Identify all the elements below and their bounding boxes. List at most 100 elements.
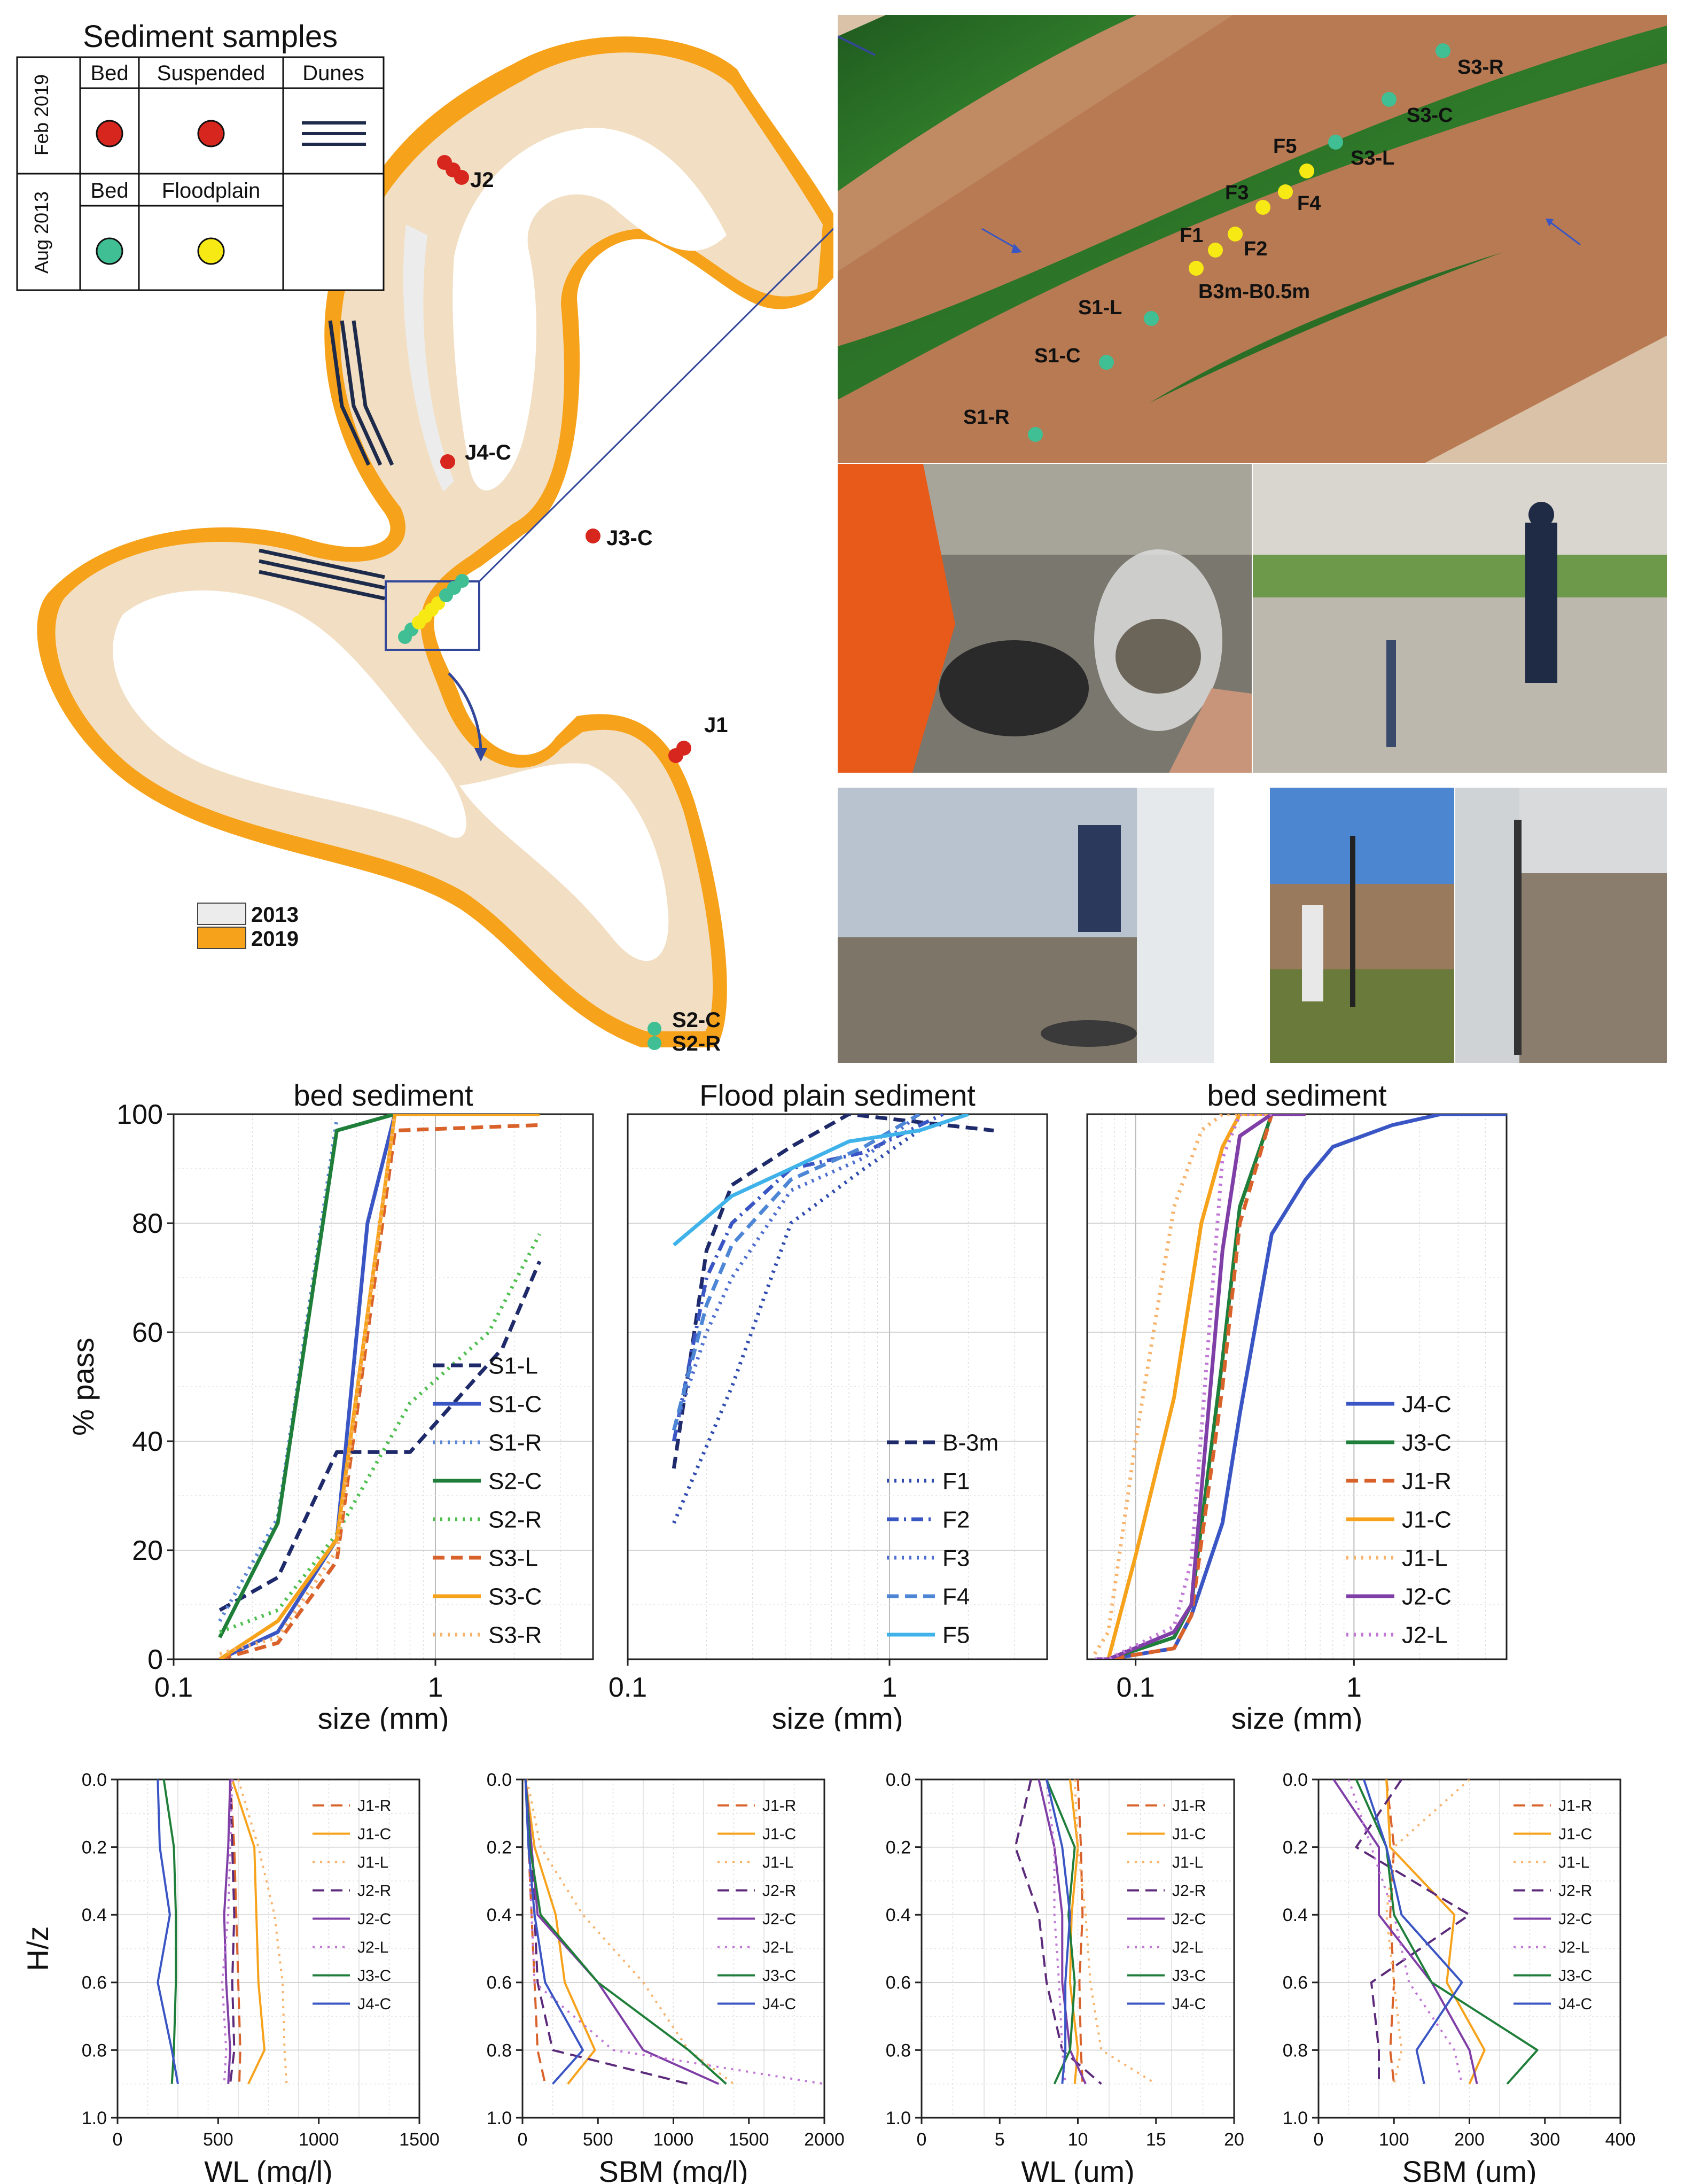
series-line-j1-r — [229, 1779, 241, 2084]
chart-panel: 0 100 200 300 400 0.0 0.2 0.4 0.6 0.8 1.0 SBM (um) J… — [1283, 1770, 1636, 2184]
chart-panel: 0.1 1 bed sediment size (mm) J4-C J3-C J1-R J1-… — [1086, 1078, 1508, 1731]
photo-boat-hull — [1137, 788, 1214, 1063]
sat-label: B3m-B0.5m — [1198, 281, 1310, 303]
sample-dot-j3c — [586, 528, 600, 543]
legend-label: J1-R — [762, 1797, 796, 1815]
dune-line — [340, 320, 383, 466]
series-line-j1-r — [1076, 1779, 1084, 2084]
y-tick-label: 0.6 — [487, 1973, 512, 1993]
legend-label: J2-C — [357, 1910, 391, 1928]
chart-panel: 0 500 1000 1500 2000 0.0 0.2 0.4 0.6 0.8 1.0 SBM (m… — [487, 1770, 845, 2184]
series-line-j3-c — [1355, 1779, 1539, 2085]
chart-panel: 0.1 1 Flood plain sediment size (mm) B-3m F1 F… — [609, 1078, 1048, 1731]
x-tick-label: 0 — [1314, 2129, 1324, 2150]
x-axis-label: size (mm) — [772, 1701, 903, 1731]
series-line-j1-r — [1385, 1779, 1395, 2084]
y-tick-label: 40 — [132, 1426, 163, 1457]
photo-hand — [1169, 688, 1252, 773]
legend-label: F3 — [942, 1545, 970, 1571]
legend-label: J2-L — [762, 1939, 793, 1956]
river-channel — [37, 36, 833, 1047]
legend-label: J1-R — [1402, 1468, 1452, 1494]
legend-label: J2-C — [1558, 1910, 1592, 1928]
legend-label: S1-R — [488, 1429, 542, 1456]
x-tick-label: 1500 — [729, 2129, 769, 2150]
legend-col-bed-2013: Bed — [90, 179, 128, 203]
legend-label: J2-L — [1172, 1939, 1203, 1956]
chart-panel: 0 500 1000 1500 0.0 0.2 0.4 0.6 0.8 1.0 WL (mg/l) H… — [21, 1770, 440, 2184]
island-west — [113, 590, 466, 838]
series-line-f5 — [673, 1114, 969, 1247]
series-line-s2-c — [218, 1114, 396, 1638]
legend-col-dunes: Dunes — [302, 61, 364, 85]
x-axis-label: WL (mg/l) — [204, 2155, 333, 2184]
y-tick-label: 0.2 — [487, 1838, 512, 1858]
legend-label: J1-C — [762, 1825, 796, 1843]
chart-title: Flood plain sediment — [699, 1078, 976, 1112]
photo-grass — [1253, 555, 1667, 597]
legend-label: J2-R — [762, 1882, 796, 1900]
sat-dot-f5 — [1299, 164, 1314, 178]
legend-label: F2 — [942, 1506, 970, 1533]
series-line-j1-c — [1385, 1779, 1486, 2085]
y-tick-label: 0.2 — [886, 1838, 911, 1858]
x-tick-label: 0.1 — [609, 1672, 647, 1703]
x-tick-label: 300 — [1530, 2129, 1560, 2150]
chart-panel: 0 5 10 15 20 0.0 0.2 0.4 0.6 0.8 1.0 WL (um) J1-R J1-… — [886, 1770, 1244, 2184]
x-tick-label: 1 — [428, 1672, 443, 1703]
x-tick-label: 1000 — [299, 2129, 339, 2150]
legend-period-aug: Aug 2013 — [30, 191, 52, 274]
sat-edge-mark — [838, 35, 876, 56]
legend-label: S3-C — [488, 1583, 542, 1610]
legend-label: J2-R — [1558, 1882, 1592, 1900]
legend-label: J4-C — [1172, 1995, 1206, 2013]
x-tick-label: 100 — [1379, 2129, 1409, 2150]
legend-label: J3-C — [1402, 1429, 1452, 1456]
y-tick-label: 100 — [116, 1099, 163, 1130]
legend-label: J2-C — [762, 1910, 796, 1928]
series-line-s3-r — [219, 1114, 397, 1656]
year-2013-label: 2013 — [251, 903, 299, 927]
series-line-s2-r — [219, 1233, 542, 1634]
y-tick-label: 0.4 — [82, 1905, 107, 1925]
grain-size-charts: 0.1 1 0 20 40 60 80 100 bed sediment size (mm) % p… — [66, 1078, 1508, 1731]
sat-dot-s1l — [1144, 311, 1159, 326]
legend-label: J1-L — [1172, 1854, 1203, 1871]
legend-label: S2-R — [488, 1506, 542, 1533]
legend-label: J1-C — [1402, 1506, 1452, 1533]
sat-dot-s3l — [1328, 135, 1343, 150]
sat-flow-arrow-head — [1546, 219, 1554, 227]
series-line-j2-c — [223, 1779, 231, 2084]
y-tick-label: 0.4 — [886, 1905, 911, 1925]
chart-title: bed sediment — [1207, 1078, 1387, 1112]
series-line-j1-r — [1095, 1114, 1306, 1659]
zoom-connector — [478, 227, 833, 582]
x-axis-label: size (mm) — [1231, 1701, 1363, 1731]
dune-line — [259, 570, 385, 601]
series-line-j4-c — [1362, 1779, 1463, 2085]
legend-label: J1-C — [1172, 1825, 1206, 1843]
x-tick-label: 0 — [113, 2129, 123, 2150]
series-line-j4-c — [1095, 1114, 1507, 1659]
dune-line — [259, 548, 385, 579]
y-tick-label: 0.2 — [82, 1838, 107, 1858]
y-tick-label: 0.6 — [1283, 1973, 1308, 1993]
series-line-s3-c — [219, 1114, 540, 1659]
map-label: S2-C — [672, 1008, 721, 1032]
photo-person-head — [1528, 502, 1554, 527]
legend-label: F4 — [942, 1583, 970, 1610]
series-line-f4 — [672, 1114, 920, 1431]
x-axis-label: SBM (mg/l) — [599, 2155, 748, 2184]
legend-label: J1-R — [357, 1797, 391, 1815]
series-line-j1-c — [1095, 1114, 1306, 1659]
dune-line — [352, 320, 394, 466]
y-tick-label: 0.0 — [82, 1770, 107, 1790]
channel-2013-remnant — [403, 224, 454, 492]
plot-frame — [116, 1778, 420, 2119]
sample-dot-s2r — [648, 1036, 661, 1050]
island-north — [453, 128, 727, 491]
x-axis-label: WL (um) — [1021, 2155, 1135, 2184]
legend-label: J3-C — [357, 1967, 391, 1985]
series-line-j2-r — [524, 1779, 689, 2085]
series-line-j2-c — [524, 1779, 720, 2085]
